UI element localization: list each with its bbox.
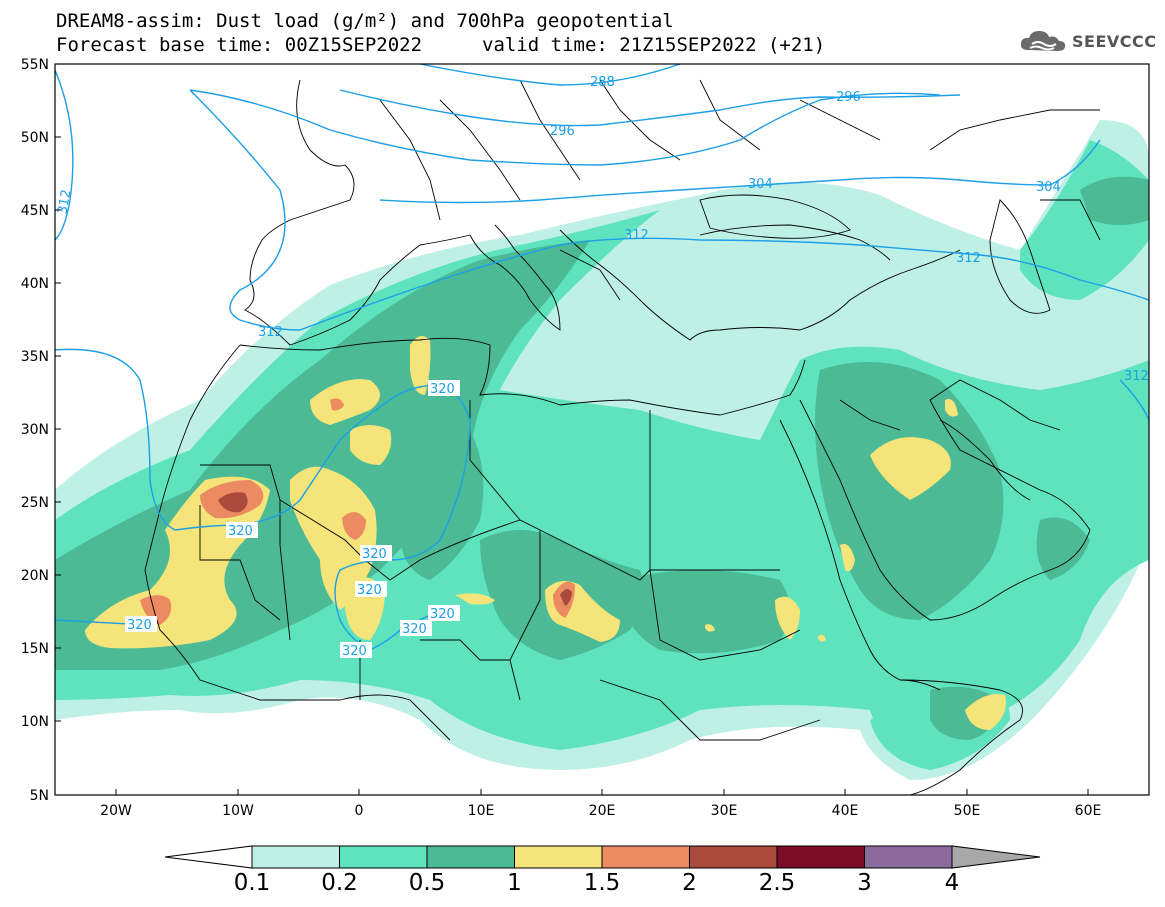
lat-label: 20N [21, 568, 49, 584]
contour-label: 288 [590, 75, 615, 90]
contour-label: 296 [836, 90, 861, 105]
colorbar-segment [340, 846, 428, 868]
lon-label: 40E [832, 803, 859, 819]
lon-label: 10W [222, 803, 254, 819]
lat-label: 50N [21, 130, 49, 146]
colorbar [165, 846, 1040, 868]
colorbar-segment [865, 846, 953, 868]
lat-labels: 55N 50N 45N 40N 35N 30N 25N 20N 15N 10N … [21, 57, 49, 804]
lon-label: 0 [355, 803, 364, 819]
contour-label: 320 [228, 524, 253, 539]
colorbar-tick-label: 1 [507, 870, 522, 896]
lat-label: 10N [21, 714, 49, 730]
colorbar-under-triangle [165, 846, 252, 868]
colorbar-tick-label: 0.2 [321, 870, 358, 896]
contour-label: 312 [55, 188, 74, 215]
colorbar-tick-label: 3 [857, 870, 872, 896]
colorbar-tick-label: 0.1 [234, 870, 271, 896]
lat-label: 55N [21, 57, 49, 73]
lat-label: 45N [21, 203, 49, 219]
colorbar-segment [427, 846, 515, 868]
contour-label: 312 [1124, 369, 1149, 384]
colorbar-tick-label: 2.5 [759, 870, 796, 896]
lat-label: 5N [30, 788, 49, 804]
colorbar-segment [690, 846, 778, 868]
colorbar-tick-label: 2 [682, 870, 697, 896]
contour-label: 304 [1036, 180, 1061, 195]
contour-label: 312 [258, 325, 283, 340]
lat-label: 40N [21, 276, 49, 292]
colorbar-tick-label: 0.5 [409, 870, 446, 896]
lat-label: 30N [21, 422, 49, 438]
contour-label: 320 [430, 607, 455, 622]
contour-label: 320 [342, 644, 367, 659]
lon-label: 60E [1075, 803, 1102, 819]
contour-label: 320 [127, 618, 152, 633]
contour-label: 320 [357, 583, 382, 598]
colorbar-segment [515, 846, 603, 868]
colorbar-over-triangle [952, 846, 1040, 868]
lon-labels: 20W 10W 0 10E 20E 30E 40E 50E 60E [100, 803, 1101, 819]
lat-label: 25N [21, 495, 49, 511]
contour-label: 320 [430, 382, 455, 397]
lon-label: 20E [589, 803, 616, 819]
lat-label: 35N [21, 349, 49, 365]
colorbar-segment [602, 846, 690, 868]
lon-label: 10E [468, 803, 495, 819]
colorbar-segment [252, 846, 340, 868]
lon-label: 50E [954, 803, 981, 819]
lon-ticks [116, 789, 1088, 795]
colorbar-tick-label: 1.5 [584, 870, 621, 896]
contour-label: 296 [550, 124, 575, 139]
contour-label: 320 [362, 547, 387, 562]
contour-label: 320 [402, 622, 427, 637]
contour-label: 312 [956, 251, 981, 266]
contour-label: 304 [748, 177, 773, 192]
colorbar-segment [777, 846, 865, 868]
lon-label: 20W [100, 803, 132, 819]
colorbar-labels: 0.1 0.2 0.5 1 1.5 2 2.5 3 4 [0, 870, 1165, 900]
colorbar-tick-label: 4 [945, 870, 960, 896]
lat-label: 15N [21, 641, 49, 657]
contour-label: 312 [624, 228, 649, 243]
lon-label: 30E [711, 803, 738, 819]
